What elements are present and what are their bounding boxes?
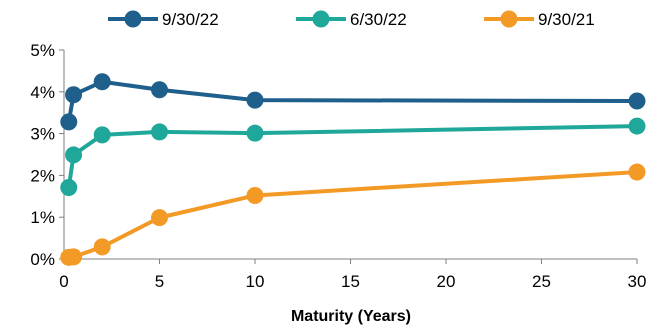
legend-swatch-marker (312, 10, 330, 28)
data-point (93, 238, 111, 256)
data-point (628, 117, 646, 135)
data-point (65, 146, 83, 164)
y-tick-label: 2% (30, 166, 55, 185)
legend-item-2: 6/30/22 (296, 10, 407, 29)
y-tick-label: 0% (30, 250, 55, 269)
data-point (628, 92, 646, 110)
x-tick-label: 0 (59, 272, 68, 291)
legend: 9/30/22 6/30/22 9/30/21 (108, 10, 595, 29)
data-point (93, 126, 111, 144)
legend-label: 9/30/22 (162, 10, 219, 29)
data-point (151, 209, 168, 227)
data-point (93, 73, 111, 91)
x-tick-label: 20 (437, 272, 456, 291)
plot-area: 0% 1% 2% 3% 4% 5% 0 5 10 15 20 25 30 (30, 41, 646, 291)
legend-swatch-marker (500, 10, 518, 28)
y-tick-label: 5% (30, 41, 55, 60)
data-point (60, 179, 78, 197)
y-tick-label: 3% (30, 125, 55, 144)
y-tick-label: 1% (30, 208, 55, 227)
data-point (246, 124, 264, 142)
data-point (151, 123, 168, 141)
data-point (60, 113, 78, 131)
data-point (65, 248, 83, 266)
data-point (628, 163, 646, 181)
data-point (65, 86, 83, 104)
x-tick-label: 30 (628, 272, 647, 291)
data-point (151, 81, 168, 99)
data-point (246, 91, 264, 109)
x-tick-label: 5 (155, 272, 164, 291)
data-point (246, 186, 264, 204)
x-tick-label: 10 (246, 272, 265, 291)
legend-item-3: 9/30/21 (484, 10, 595, 29)
legend-swatch-marker (124, 10, 142, 28)
x-tick-label: 15 (341, 272, 360, 291)
legend-item-1: 9/30/22 (108, 10, 219, 29)
x-tick-label: 25 (532, 272, 551, 291)
legend-label: 9/30/21 (538, 10, 595, 29)
x-axis-title: Maturity (Years) (291, 308, 411, 325)
legend-label: 6/30/22 (350, 10, 407, 29)
y-tick-label: 4% (30, 83, 55, 102)
